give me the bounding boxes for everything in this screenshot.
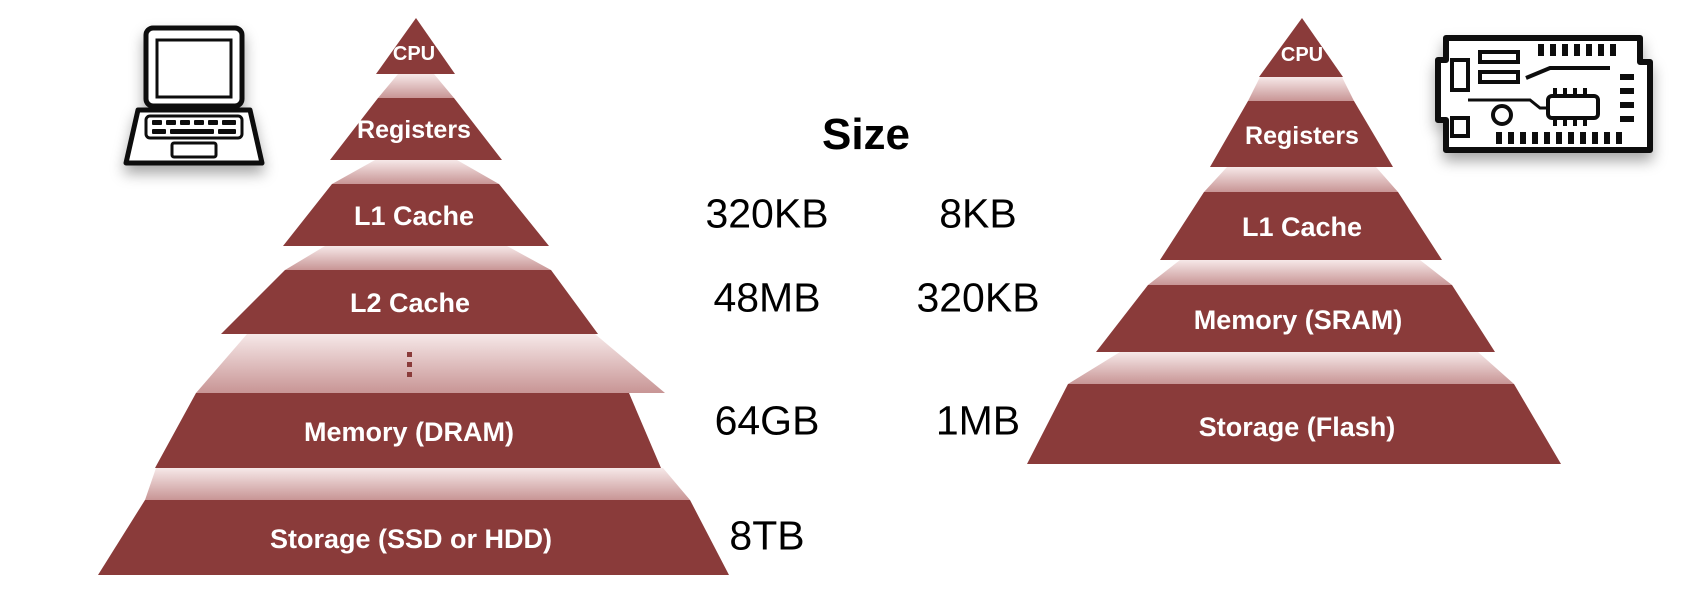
embedded-size-l1: 8KB: [939, 190, 1017, 237]
laptop-icon: [123, 25, 265, 166]
embedded-tier-l1-cache: [1160, 192, 1442, 260]
embedded-tier-labels: CPU Registers L1 Cache Memory (SRAM) Sto…: [1194, 44, 1403, 442]
embedded-tier-registers: [1210, 101, 1393, 167]
laptop-label-l1-cache: L1 Cache: [354, 201, 474, 231]
laptop-tier-storage: [98, 500, 729, 575]
laptop-label-storage: Storage (SSD or HDD): [270, 524, 552, 554]
embedded-tier-memory-sram: [1096, 285, 1495, 352]
laptop-tier-l2-cache: [221, 270, 598, 334]
embedded-label-cpu: CPU: [1281, 44, 1323, 66]
laptop-gaps: [145, 74, 690, 500]
laptop-tier-labels: CPU Registers L1 Cache L2 Cache Memory (…: [270, 43, 552, 554]
laptop-label-memory-dram: Memory (DRAM): [304, 417, 514, 447]
laptop-size-l1: 320KB: [705, 190, 829, 237]
laptop-size-dram: 64GB: [714, 397, 820, 444]
embedded-size-sram: 320KB: [916, 274, 1040, 321]
laptop-tier-cpu: [376, 18, 455, 74]
embedded-label-memory-sram: Memory (SRAM): [1194, 305, 1403, 335]
embedded-tier-storage-flash: [1027, 384, 1561, 464]
embedded-label-l1-cache: L1 Cache: [1242, 212, 1362, 242]
laptop-tier-memory-dram: [155, 393, 661, 468]
laptop-tiers: [98, 18, 729, 575]
embedded-tier-cpu: [1259, 18, 1343, 77]
embedded-size-flash: 1MB: [935, 397, 1021, 444]
embedded-tiers: [1027, 18, 1561, 464]
laptop-tier-registers: [330, 98, 502, 160]
laptop-label-registers: Registers: [357, 116, 471, 144]
laptop-label-cpu: CPU: [393, 43, 435, 65]
laptop-tier-l1-cache: [283, 184, 549, 246]
circuit-board-icon: [1435, 35, 1653, 153]
laptop-size-l2: 48MB: [713, 274, 821, 321]
size-title: Size: [821, 110, 911, 159]
embedded-memory-pyramid: CPU Registers L1 Cache Memory (SRAM) Sto…: [1027, 18, 1561, 464]
laptop-label-l2-cache: L2 Cache: [350, 288, 470, 318]
embedded-gaps: [1068, 77, 1514, 384]
laptop-memory-pyramid: CPU Registers L1 Cache L2 Cache Memory (…: [98, 18, 729, 575]
embedded-label-registers: Registers: [1245, 122, 1359, 150]
laptop-size-storage: 8TB: [729, 512, 805, 559]
laptop-ellipsis: [407, 352, 412, 377]
embedded-label-storage-flash: Storage (Flash): [1199, 412, 1396, 442]
